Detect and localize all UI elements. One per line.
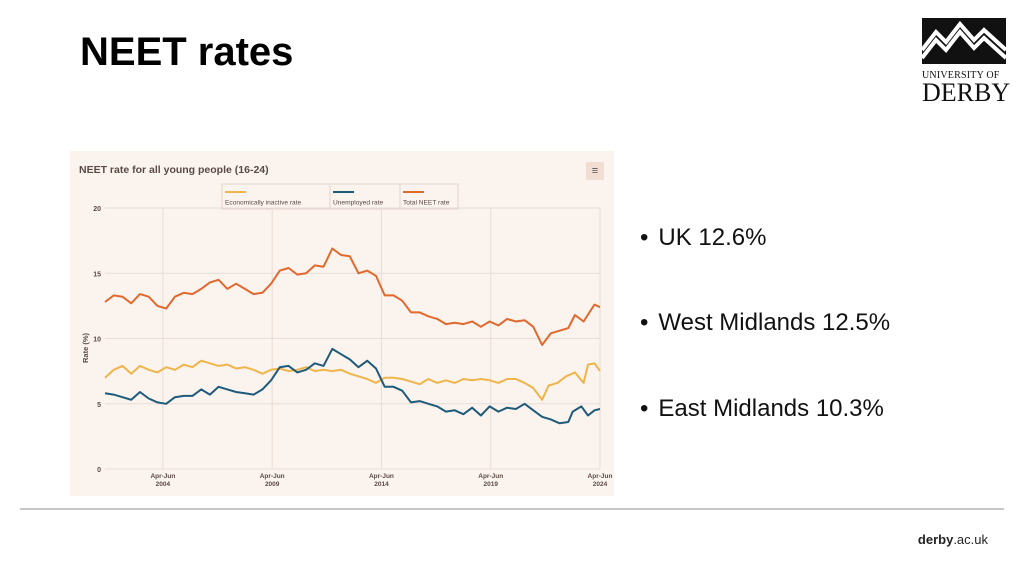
legend-label[interactable]: Unemployed rate	[333, 200, 384, 207]
y-tick-label: 5	[97, 402, 101, 409]
university-logo: UNIVERSITY OF DERBY	[922, 18, 1011, 107]
x-tick-label-bottom: 2004	[156, 481, 171, 488]
y-tick-label: 20	[93, 206, 101, 213]
footer-url[interactable]: derby.ac.uk	[918, 532, 988, 547]
mountains-logo-icon	[922, 18, 1006, 64]
y-tick-label: 10	[93, 337, 101, 344]
bullet-uk: UK 12.6%	[640, 224, 766, 252]
slide-title: NEET rates	[80, 30, 294, 74]
x-tick-label-bottom: 2009	[265, 481, 280, 488]
y-tick-label: 15	[93, 271, 101, 278]
x-tick-label-top: Apr-Jun	[260, 473, 285, 480]
x-tick-label-bottom: 2014	[374, 481, 389, 488]
x-tick-label-bottom: 2024	[593, 481, 608, 488]
series-line-economically-inactive-rate	[104, 359, 601, 401]
x-tick-label-top: Apr-Jun	[588, 473, 613, 480]
chart-grid	[105, 207, 601, 470]
footer-url-bold: derby	[917, 532, 954, 547]
legend-label[interactable]: Economically inactive rate	[225, 200, 302, 207]
legend-label[interactable]: Total NEET rate	[403, 200, 450, 207]
legend-box	[221, 183, 459, 210]
logo-line2: DERBY	[922, 78, 1011, 107]
y-tick-label: 0	[97, 467, 101, 474]
logo-line1: UNIVERSITY OF	[922, 70, 1000, 81]
footer-divider	[20, 508, 1004, 510]
footer-url-rest: .ac.uk	[953, 532, 988, 547]
y-axis-ticks: 0 5 10 15 20	[93, 206, 101, 474]
bullet-east-midlands: East Midlands 10.3%	[640, 395, 883, 423]
x-tick-label-top: Apr-Jun	[478, 473, 503, 480]
y-axis-label: Rate (%)	[81, 333, 90, 364]
series-line-total-neet-rate	[104, 247, 601, 346]
chart-legend: Economically inactive rate Unemployed rat…	[221, 183, 459, 210]
chart-title: NEET rate for all young people (16-24)	[79, 164, 269, 176]
x-axis-ticks: Apr-Jun2004Apr-Jun2009Apr-Jun2014Apr-Jun…	[150, 473, 612, 488]
chart-series	[104, 247, 601, 425]
bullet-west-midlands: West Midlands 12.5%	[640, 309, 890, 337]
x-tick-label-top: Apr-Jun	[369, 473, 394, 480]
x-tick-label-top: Apr-Jun	[150, 473, 175, 480]
neet-chart: NEET rate for all young people (16-24) E…	[79, 164, 612, 488]
chart-panel: NEET rate for all young people (16-24) E…	[70, 151, 614, 496]
series-line-unemployed-rate	[104, 347, 601, 425]
x-tick-label-bottom: 2019	[483, 481, 498, 488]
chart-menu-button[interactable]: ≡	[586, 162, 604, 180]
